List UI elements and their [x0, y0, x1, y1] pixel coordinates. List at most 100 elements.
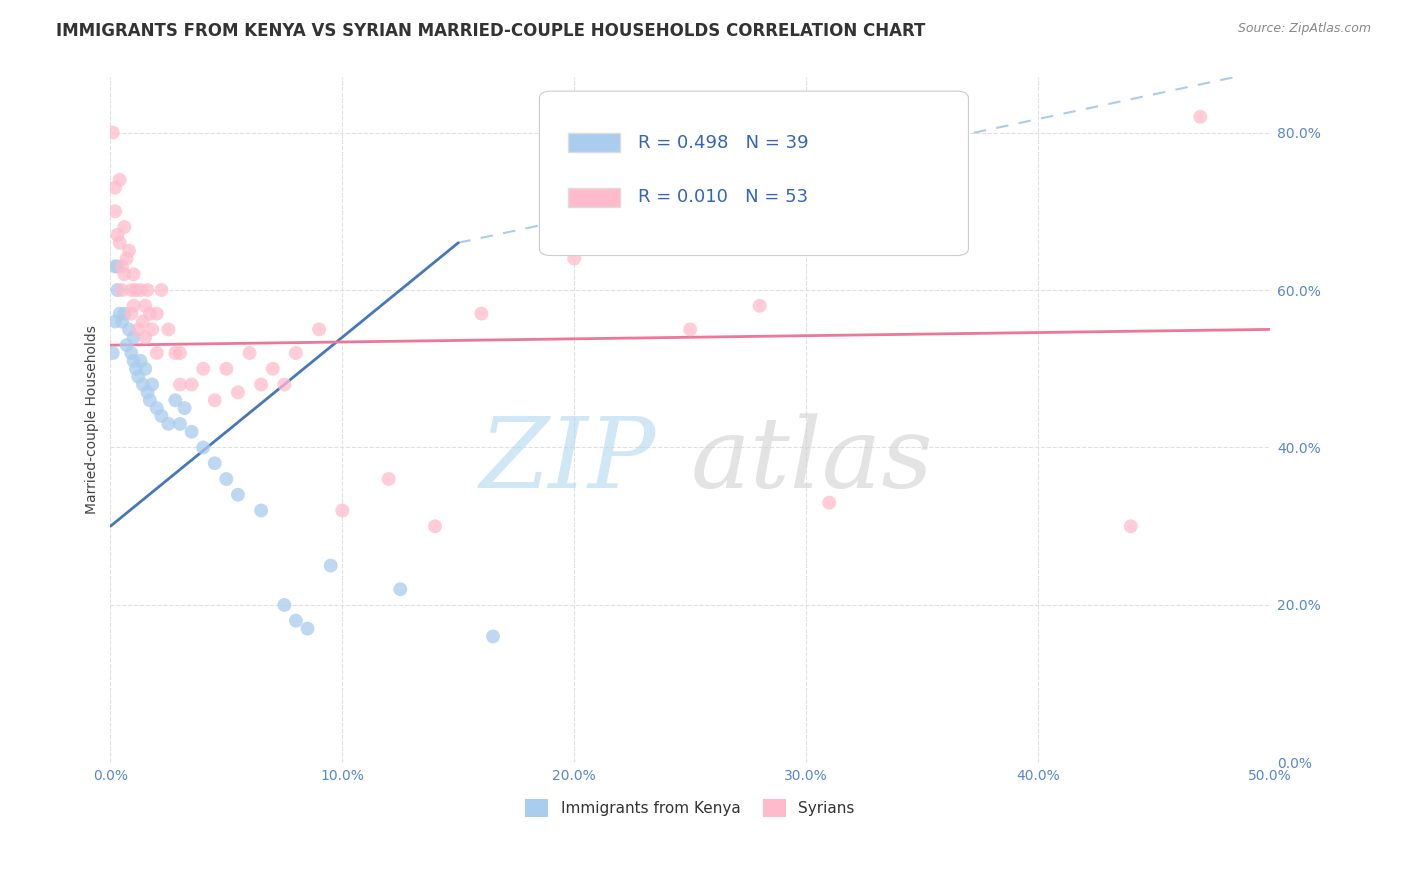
- Text: ZIP: ZIP: [479, 413, 655, 508]
- Point: [136, 385, 159, 400]
- Point: [112, 220, 135, 235]
- Point: [105, 227, 128, 242]
- Point: [165, 346, 187, 360]
- Point: [250, 503, 273, 517]
- Point: [101, 126, 124, 140]
- Point: [180, 425, 202, 439]
- Point: [127, 369, 149, 384]
- FancyBboxPatch shape: [568, 133, 620, 153]
- Point: [165, 393, 187, 408]
- Point: [169, 417, 191, 431]
- Point: [111, 314, 134, 328]
- Point: [297, 622, 319, 636]
- Point: [141, 377, 163, 392]
- Text: atlas: atlas: [690, 413, 934, 508]
- Point: [284, 614, 307, 628]
- Point: [215, 361, 238, 376]
- Point: [226, 488, 249, 502]
- Point: [226, 385, 249, 400]
- Point: [122, 299, 145, 313]
- Point: [125, 283, 148, 297]
- Text: Source: ZipAtlas.com: Source: ZipAtlas.com: [1237, 22, 1371, 36]
- Point: [141, 322, 163, 336]
- Text: IMMIGRANTS FROM KENYA VS SYRIAN MARRIED-COUPLE HOUSEHOLDS CORRELATION CHART: IMMIGRANTS FROM KENYA VS SYRIAN MARRIED-…: [56, 22, 925, 40]
- Point: [169, 346, 191, 360]
- Point: [122, 267, 145, 281]
- Point: [173, 401, 195, 416]
- Point: [330, 503, 353, 517]
- Point: [101, 346, 124, 360]
- Point: [1189, 110, 1212, 124]
- Point: [120, 307, 142, 321]
- Point: [748, 299, 770, 313]
- Legend: Immigrants from Kenya, Syrians: Immigrants from Kenya, Syrians: [519, 792, 860, 823]
- Point: [136, 283, 159, 297]
- Point: [129, 283, 152, 297]
- Point: [204, 393, 226, 408]
- Point: [319, 558, 342, 573]
- Point: [139, 393, 162, 408]
- Point: [122, 330, 145, 344]
- Point: [134, 330, 156, 344]
- Point: [146, 307, 169, 321]
- Point: [105, 283, 128, 297]
- Point: [180, 377, 202, 392]
- Point: [157, 417, 180, 431]
- Point: [150, 283, 173, 297]
- Point: [204, 456, 226, 470]
- Point: [108, 173, 131, 187]
- Point: [150, 409, 173, 423]
- Point: [215, 472, 238, 486]
- Point: [108, 235, 131, 250]
- Point: [118, 322, 141, 336]
- Point: [262, 361, 284, 376]
- Point: [389, 582, 412, 597]
- Text: R = 0.498   N = 39: R = 0.498 N = 39: [638, 134, 808, 152]
- Point: [104, 314, 127, 328]
- Point: [132, 314, 155, 328]
- Point: [112, 307, 135, 321]
- Point: [115, 338, 138, 352]
- Point: [470, 307, 492, 321]
- Point: [111, 283, 134, 297]
- Point: [679, 322, 702, 336]
- Point: [112, 267, 135, 281]
- FancyBboxPatch shape: [540, 91, 969, 255]
- Point: [146, 401, 169, 416]
- Point: [250, 377, 273, 392]
- Point: [193, 361, 215, 376]
- Point: [118, 244, 141, 258]
- Point: [308, 322, 330, 336]
- Point: [120, 346, 142, 360]
- Point: [146, 346, 169, 360]
- Point: [122, 354, 145, 368]
- Point: [104, 180, 127, 194]
- Point: [108, 307, 131, 321]
- Point: [125, 361, 148, 376]
- Point: [284, 346, 307, 360]
- Point: [157, 322, 180, 336]
- Point: [115, 252, 138, 266]
- Point: [134, 361, 156, 376]
- Point: [134, 299, 156, 313]
- Point: [818, 495, 841, 509]
- Point: [423, 519, 446, 533]
- FancyBboxPatch shape: [568, 187, 620, 207]
- Y-axis label: Married-couple Households: Married-couple Households: [86, 326, 100, 515]
- Point: [132, 377, 155, 392]
- Point: [562, 252, 585, 266]
- Point: [139, 307, 162, 321]
- Point: [1119, 519, 1142, 533]
- Text: R = 0.010   N = 53: R = 0.010 N = 53: [638, 188, 808, 206]
- Point: [120, 283, 142, 297]
- Point: [104, 204, 127, 219]
- Point: [193, 441, 215, 455]
- Point: [482, 630, 505, 644]
- Point: [127, 322, 149, 336]
- Point: [238, 346, 260, 360]
- Point: [169, 377, 191, 392]
- Point: [111, 260, 134, 274]
- Point: [105, 260, 128, 274]
- Point: [273, 377, 295, 392]
- Point: [377, 472, 399, 486]
